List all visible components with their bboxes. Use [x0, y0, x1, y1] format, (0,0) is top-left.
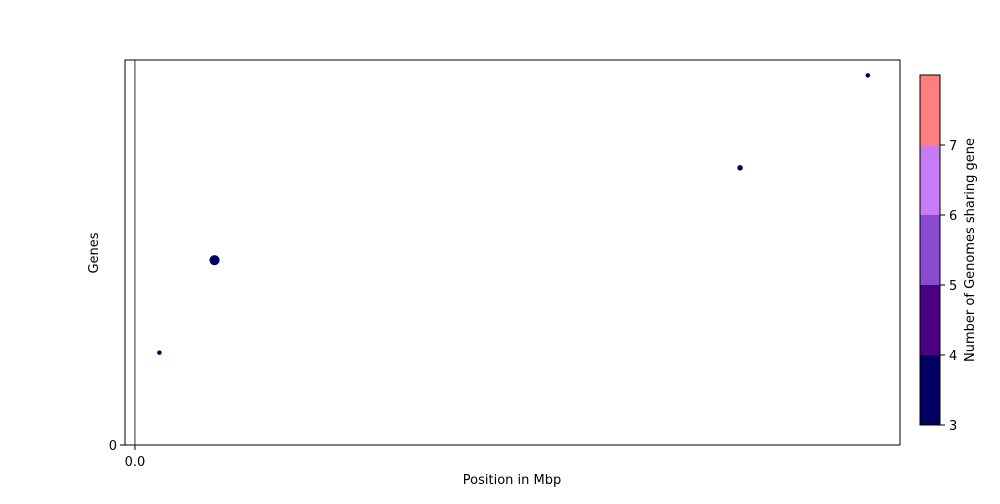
colorbar-tick-label-2: 5 [949, 279, 957, 294]
colorbar-segment-4 [920, 75, 940, 145]
colorbar-tick-label-4: 7 [949, 139, 957, 154]
data-point-1 [209, 255, 220, 266]
colorbar-segment-1 [920, 285, 940, 355]
colorbar-segment-0 [920, 355, 940, 425]
data-point-0 [157, 350, 162, 355]
colorbar-tick-label-1: 4 [949, 349, 957, 364]
x-tick-label-0: 0.0 [125, 455, 146, 470]
colorbar-ticks: 3 4 5 6 7 [940, 139, 957, 434]
data-point-2 [737, 165, 743, 171]
x-axis-label: Position in Mbp [463, 473, 561, 488]
colorbar-tick-label-0: 3 [949, 419, 957, 434]
y-axis-ticks: 0 [109, 439, 125, 454]
data-point-3 [865, 73, 871, 78]
y-axis-label: Genes [87, 232, 102, 273]
axes-frame [124, 59, 901, 446]
colorbar-frame [919, 74, 941, 426]
colorbar-segment-3 [920, 145, 940, 215]
colorbar: 3 4 5 6 7 Number of Genomes sharing gene [919, 74, 978, 434]
data-points [157, 73, 871, 355]
colorbar-tick-label-3: 6 [949, 209, 957, 224]
colorbar-label: Number of Genomes sharing gene [963, 138, 978, 362]
plot-area [124, 59, 901, 446]
x-axis-ticks: 0.0 [125, 445, 146, 470]
colorbar-segment-2 [920, 215, 940, 285]
y-tick-label-0: 0 [109, 439, 117, 454]
colorbar-segments [920, 75, 940, 425]
